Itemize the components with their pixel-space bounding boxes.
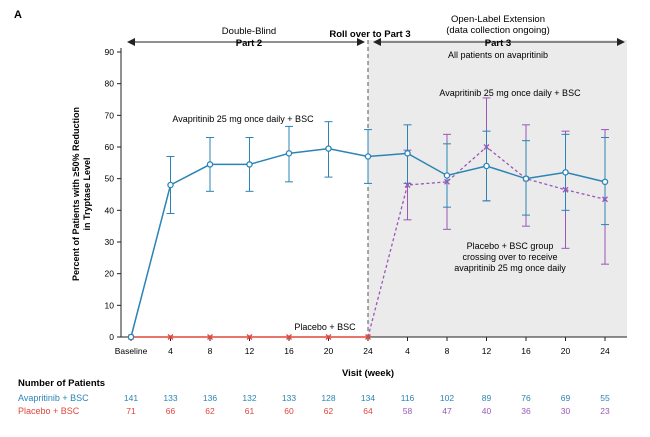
avapritinib-point: [443, 172, 451, 179]
part2-label: Part 2: [236, 38, 262, 49]
avapritinib-point: [483, 162, 490, 170]
x-tick-label: 16: [521, 346, 531, 356]
avap-count: 134: [361, 393, 375, 403]
patients-title: Number of Patients: [18, 378, 105, 389]
y-tick-label: 90: [105, 47, 115, 57]
ole-note: All patients on avapritinib: [448, 50, 548, 60]
placebo-point-dot: [287, 335, 291, 339]
placebo-count: 40: [482, 406, 492, 416]
placebo-point-dot: [208, 335, 212, 339]
placebo-count: 23: [600, 406, 610, 416]
placebo-count: 30: [561, 406, 571, 416]
patients-row-avap-label: Avapritinib + BSC: [18, 393, 89, 403]
y-tick-label: 0: [109, 332, 114, 342]
x-tick-label: 4: [168, 346, 173, 356]
placebo-point-dot: [326, 335, 331, 339]
y-axis-title-line1: Percent of Patients with ≥50% Reduction: [71, 107, 81, 281]
y-tick-label: 60: [105, 142, 115, 152]
crossover-annotation-line2: crossing over to receive: [462, 252, 557, 262]
placebo-count: 62: [205, 406, 215, 416]
avapritinib-point: [522, 175, 530, 182]
x-tick-label: Baseline: [115, 346, 148, 356]
y-tick-label: 80: [105, 79, 115, 89]
patients-row-placebo-label: Placebo + BSC: [18, 406, 80, 416]
placebo-count: 61: [245, 406, 255, 416]
crossover-annotation-line1: Placebo + BSC group: [467, 241, 554, 251]
x-tick-label: 24: [363, 346, 373, 356]
x-tick-label: 16: [284, 346, 294, 356]
crossover-annotation-line3: avapritinib 25 mg once daily: [454, 263, 566, 273]
avap-part3-annotation: Avapritinib 25 mg once daily + BSC: [439, 88, 581, 98]
avap-count: 128: [321, 393, 335, 403]
avap-count: 89: [482, 393, 492, 403]
avap-count: 133: [282, 393, 296, 403]
x-tick-label: 8: [208, 346, 213, 356]
avapritinib-point: [285, 150, 293, 157]
placebo-point-dot: [168, 335, 173, 339]
avap-count: 76: [521, 393, 531, 403]
part3-label: Part 3: [485, 38, 511, 49]
y-tick-label: 20: [105, 269, 115, 279]
placebo-point-dot: [247, 335, 252, 339]
placebo-count: 60: [284, 406, 294, 416]
avapritinib-point: [364, 153, 372, 160]
placebo-point-dot: [366, 335, 370, 339]
avap-count: 69: [561, 393, 571, 403]
crossover-point: [602, 196, 608, 203]
placebo-count: 58: [403, 406, 413, 416]
y-tick-label: 30: [105, 237, 115, 247]
x-tick-label: 20: [324, 346, 334, 356]
x-tick-label: 24: [600, 346, 610, 356]
crossover-point: [562, 186, 569, 193]
avapritinib-point: [206, 161, 214, 168]
ole-title: Open-Label Extension: [451, 14, 545, 25]
panel-label: A: [14, 9, 22, 21]
avapritinib-point: [404, 150, 411, 157]
double-blind-title: Double-Blind: [222, 26, 276, 37]
y-axis-title-line2: in Tryptase Level: [82, 157, 92, 230]
placebo-annotation: Placebo + BSC: [294, 322, 356, 332]
avap-count: 102: [440, 393, 454, 403]
placebo-count: 64: [363, 406, 373, 416]
avap-count: 55: [600, 393, 610, 403]
crossover-point: [404, 182, 411, 188]
y-tick-label: 40: [105, 205, 115, 215]
placebo-count: 66: [166, 406, 176, 416]
avap-count: 133: [163, 393, 177, 403]
avapritinib-point: [127, 333, 135, 341]
patient-counts: 141 133 136 132 133 128 134 116 102 89 76 69 55 71 66 6…: [124, 393, 610, 416]
placebo-count: 47: [442, 406, 452, 416]
avap-count: 116: [401, 393, 415, 403]
y-tick-label: 50: [105, 174, 115, 184]
x-tick-label: 4: [405, 346, 410, 356]
avap-count: 132: [242, 393, 256, 403]
x-tick-label: 8: [445, 346, 450, 356]
placebo-count: 71: [126, 406, 136, 416]
avap-count: 141: [124, 393, 138, 403]
x-tick-label: 12: [245, 346, 255, 356]
x-tick-label: 20: [561, 346, 571, 356]
avap-count: 136: [203, 393, 217, 403]
rollover-label: Roll over to Part 3: [329, 29, 410, 40]
avap-part2-annotation: Avapritinib 25 mg once daily + BSC: [172, 114, 314, 124]
crossover-point: [483, 144, 490, 150]
avapritinib-point: [562, 169, 569, 176]
avapritinib-point: [246, 161, 253, 168]
open-label-region: [368, 40, 627, 337]
crossover-point: [444, 178, 450, 185]
placebo-count: 62: [324, 406, 334, 416]
ole-subtitle: (data collection ongoing): [446, 25, 550, 36]
avapritinib-point: [601, 178, 609, 186]
placebo-count: 36: [521, 406, 531, 416]
x-tick-label: 12: [482, 346, 492, 356]
x-axis-title: Visit (week): [342, 368, 394, 379]
y-tick-label: 70: [105, 110, 115, 120]
y-tick-label: 10: [105, 300, 115, 310]
series-markers: [127, 144, 609, 341]
avapritinib-point: [167, 181, 174, 189]
avapritinib-point: [325, 145, 332, 152]
